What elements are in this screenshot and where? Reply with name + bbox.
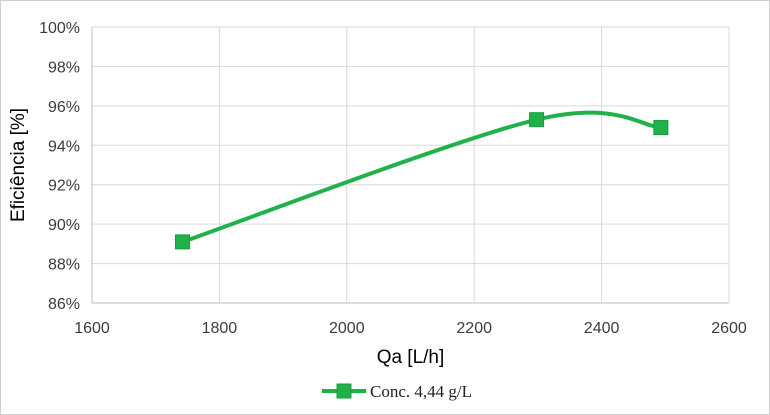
y-tick-label: 100% [39,20,80,37]
y-tick-label: 98% [48,59,80,76]
x-tick-label: 2000 [329,320,365,337]
y-tick-label: 88% [48,257,80,274]
x-tick-label: 1800 [202,320,238,337]
x-tick-label: 1600 [74,320,110,337]
x-tick-label: 2400 [584,320,620,337]
x-tick-labels: 1600 1800 2000 2200 2400 2600 [74,320,747,337]
axes [91,27,729,304]
legend-swatch-marker [336,383,352,399]
data-point-marker [529,112,545,128]
series-layer [174,110,669,250]
legend-label: Conc. 4,44 g/L [370,382,472,401]
series-line [180,110,663,244]
y-tick-label: 90% [48,217,80,234]
data-point-marker [174,234,190,250]
x-tick-label: 2200 [456,320,492,337]
y-tick-labels: 86% 88% 90% 92% 94% 96% 98% 100% [39,20,80,313]
y-tick-label: 94% [48,138,80,155]
x-tick-label: 2600 [711,320,747,337]
y-tick-label: 96% [48,99,80,116]
y-tick-label: 86% [48,296,80,313]
x-axis-title: Qa [L/h] [377,347,445,368]
legend: Conc. 4,44 g/L [322,382,472,401]
y-axis-title: Eficiência [%] [8,108,29,222]
data-point-marker [653,120,669,136]
gridlines [91,26,730,304]
y-tick-label: 92% [48,178,80,195]
